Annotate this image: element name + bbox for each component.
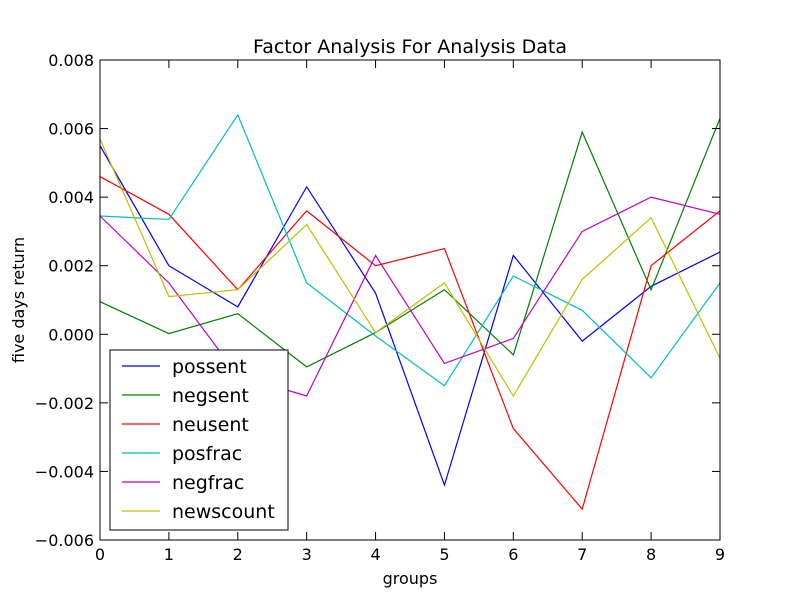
x-tick-label: 3 [302, 545, 312, 564]
x-tick-label: 9 [715, 545, 725, 564]
x-tick-label: 1 [164, 545, 174, 564]
series-line-negfrac [99, 196, 721, 397]
series-line-newscount [99, 138, 721, 398]
y-tick-label: 0.008 [48, 51, 94, 70]
legend-label-newscount: newscount [172, 501, 275, 523]
y-axis: −0.006 −0.004 −0.002 0.000 0.002 0.004 0.006 0.… [35, 51, 720, 550]
legend: possent negsent neusent posfrac negfrac newsc… [109, 349, 289, 531]
x-tick-label: 8 [646, 545, 656, 564]
series-line-posfrac [99, 113, 721, 387]
legend-label-neusent: neusent [172, 414, 249, 436]
chart-title: Factor Analysis For Analysis Data [253, 36, 567, 58]
x-tick-label: 2 [233, 545, 243, 564]
legend-label-possent: possent [172, 356, 247, 378]
legend-items: possent negsent neusent posfrac negfrac newsc… [122, 356, 275, 523]
x-tick-label: 6 [508, 545, 518, 564]
y-tick-label: −0.002 [35, 394, 94, 413]
x-tick-label: 4 [370, 545, 380, 564]
series-line-negsent [99, 118, 721, 368]
x-axis: 0 1 2 3 4 5 6 7 8 9 [95, 60, 725, 564]
y-tick-label: 0.006 [48, 120, 94, 139]
legend-box [109, 349, 289, 531]
x-tick-label: 0 [95, 545, 105, 564]
legend-label-negsent: negsent [172, 385, 249, 407]
y-tick-label: −0.004 [35, 462, 94, 481]
plot-frame [99, 59, 721, 541]
y-tick-label: 0.002 [48, 257, 94, 276]
series-line-neusent [99, 176, 721, 511]
x-tick-label: 5 [439, 545, 449, 564]
series-line-possent [99, 145, 721, 488]
y-axis-label: five days return [9, 237, 28, 363]
x-axis-label: groups [383, 569, 438, 588]
legend-label-posfrac: posfrac [172, 443, 242, 465]
x-tick-label: 7 [577, 545, 587, 564]
legend-label-negfrac: negfrac [172, 472, 244, 494]
y-tick-label: −0.006 [35, 531, 94, 550]
y-tick-label: 0.000 [48, 325, 94, 344]
series-layer [99, 113, 721, 511]
y-tick-label: 0.004 [48, 188, 94, 207]
